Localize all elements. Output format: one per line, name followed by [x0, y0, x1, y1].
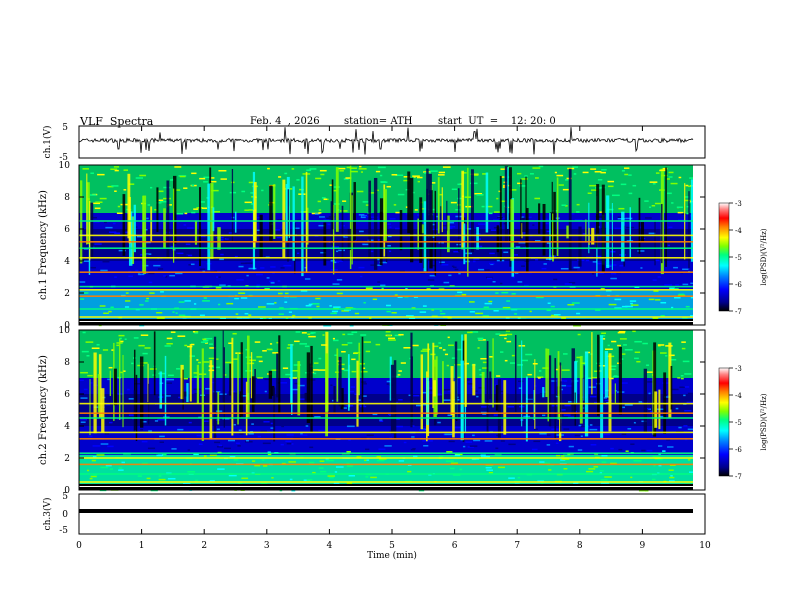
y-tick-label: 0: [64, 321, 70, 331]
colorbar-tick-label: -4: [735, 227, 742, 235]
ch1-colorbar-ticks: -3 -4 -5 -6 -7: [729, 200, 742, 316]
y-tick-label: 2: [64, 289, 70, 299]
ch1-spectrogram-image: [79, 165, 705, 327]
colorbar-tick-label: -3: [735, 200, 742, 208]
ch2-colorbar-label: log(PSD)(V²/Hz): [760, 393, 768, 450]
start-time-label: start UT = 12: 20: 0: [438, 116, 556, 127]
ch1-waveform-trace: [78, 127, 694, 155]
colorbar-tick-label: -3: [735, 365, 742, 373]
colorbar-tick-label: -5: [735, 419, 742, 427]
ch2-colorbar-ticks: -3 -4 -5 -6 -7: [729, 365, 742, 481]
x-tick-label: 8: [577, 541, 583, 551]
ch3-ytick-0: 0: [62, 510, 68, 520]
x-tick-label: 2: [201, 541, 207, 551]
ch2-spectrogram-image: [79, 330, 705, 492]
ch2-ylabel-channel: ch.2 Frequency (kHz): [38, 355, 49, 465]
ch3-ytick-5: 5: [62, 492, 68, 502]
chart-title: VLF Spectra: [80, 115, 154, 128]
colorbar-tick-label: -7: [735, 308, 742, 316]
station-label: station= ATH: [344, 116, 413, 127]
x-tick-label: 10: [699, 541, 711, 551]
time-x-axis: 0 1 2 3 4 5 6 7 8 9 10: [76, 126, 711, 551]
x-tick-label: 9: [640, 541, 646, 551]
ch1-y-ticks: 0 2 4 6 8 10: [59, 161, 705, 331]
x-axis-label: Time (min): [367, 550, 417, 561]
y-tick-label: 6: [64, 225, 70, 235]
y-tick-label: 8: [64, 193, 70, 203]
y-tick-label: 2: [64, 454, 70, 464]
ch1-ytick-top: 5: [62, 123, 68, 133]
y-tick-label: 0: [64, 486, 70, 496]
x-tick-label: 5: [389, 541, 395, 551]
x-tick-label: 0: [76, 541, 82, 551]
y-tick-label: 6: [64, 390, 70, 400]
x-tick-label: 7: [514, 541, 520, 551]
ch3-ylabel: ch.3(V): [42, 498, 53, 531]
ch2-spectrogram-panel: 0 2 4 6 8 10 ch.2 Frequency (kHz): [38, 326, 706, 496]
colorbar-tick-label: -6: [735, 281, 742, 289]
ch1-ytick-bottom: -5: [59, 153, 68, 163]
ch1-colorbar-label: log(PSD)(V²/Hz): [760, 228, 768, 285]
ch1-colorbar: -3 -4 -5 -6 -7 log(PSD)(V²/Hz): [718, 200, 768, 316]
x-tick-label: 6: [452, 541, 458, 551]
ch3-ytick-neg5: -5: [59, 526, 68, 536]
y-tick-label: 4: [64, 422, 70, 432]
ch1-ylabel-channel: ch.1 Frequency (kHz): [38, 190, 49, 300]
y-tick-label: 10: [59, 326, 71, 336]
ch1-ylabel: ch.1(V): [42, 126, 53, 159]
x-tick-label: 3: [264, 541, 270, 551]
y-tick-label: 10: [59, 161, 71, 171]
colorbar-tick-label: -7: [735, 473, 742, 481]
colorbar-tick-label: -5: [735, 254, 742, 262]
date-label: Feb. 4 , 2026: [250, 116, 320, 127]
ch1-spectrogram-panel: 0 2 4 6 8 10 ch.1 Frequency (kHz): [38, 161, 706, 331]
x-tick-label: 1: [139, 541, 145, 551]
x-tick-label: 4: [327, 541, 333, 551]
y-tick-label: 4: [64, 257, 70, 267]
ch2-colorbar: -3 -4 -5 -6 -7 log(PSD)(V²/Hz): [718, 365, 768, 481]
colorbar-tick-label: -6: [735, 446, 742, 454]
colorbar-tick-label: -4: [735, 392, 742, 400]
y-tick-label: 8: [64, 358, 70, 368]
ch2-y-ticks: 0 2 4 6 8 10: [59, 326, 705, 496]
